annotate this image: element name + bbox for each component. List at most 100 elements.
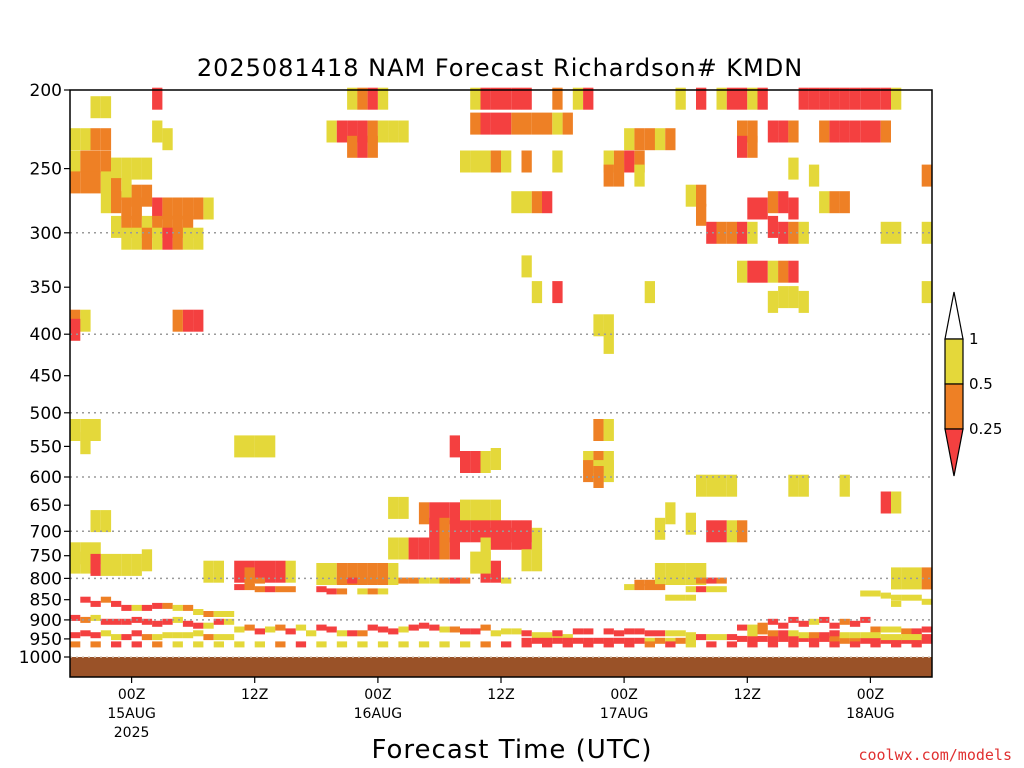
ri-cell	[80, 551, 91, 574]
ri-cell	[141, 634, 153, 641]
ri-cell	[377, 641, 389, 648]
ri-cell	[172, 641, 183, 648]
ri-cell	[172, 227, 183, 250]
ri-cell	[706, 577, 717, 584]
ri-cell	[111, 157, 122, 180]
ri-cell	[767, 290, 779, 313]
ri-cell	[377, 588, 389, 595]
ri-cell	[839, 474, 850, 497]
ri-cell	[747, 641, 758, 648]
ri-cell	[347, 577, 358, 584]
ri-cell	[654, 630, 666, 637]
ri-cell	[223, 634, 235, 641]
ri-cell	[70, 128, 81, 151]
ri-cell	[767, 260, 779, 283]
ri-cell	[121, 178, 132, 201]
ri-cell	[336, 588, 348, 595]
ri-cell	[849, 620, 861, 627]
x-tick-label: 17AUG	[600, 706, 649, 722]
ri-cell	[90, 171, 101, 194]
ri-cell	[634, 150, 645, 173]
ri-cell	[449, 502, 460, 525]
ri-cell	[80, 150, 91, 173]
ri-cell	[429, 537, 440, 560]
ri-cell	[418, 537, 430, 560]
ri-cell	[90, 600, 101, 607]
ri-cell	[747, 120, 758, 143]
ri-cell	[685, 512, 696, 535]
ri-cell	[490, 527, 501, 550]
ri-cell	[336, 641, 348, 648]
ri-cell	[603, 460, 614, 483]
ri-cell	[501, 112, 512, 135]
ri-cell	[542, 632, 553, 639]
ri-cell	[531, 112, 543, 135]
ri-cell	[408, 577, 419, 584]
ri-cell	[357, 563, 368, 585]
ri-cell	[921, 164, 932, 187]
x-tick-label: 00Z	[610, 687, 637, 703]
ri-cell	[501, 577, 512, 584]
ri-cell	[141, 157, 153, 180]
ri-cell	[665, 502, 676, 525]
ri-cell	[316, 586, 327, 593]
ri-cell	[542, 641, 553, 648]
ri-cell	[172, 632, 183, 639]
ri-cell	[398, 537, 409, 560]
ri-cell	[757, 87, 768, 110]
ri-cell	[880, 221, 891, 244]
ri-cell	[265, 435, 276, 458]
ri-cell	[172, 215, 183, 238]
ri-cell	[644, 281, 655, 304]
colorbar-label: 1	[969, 330, 979, 348]
ri-cell	[70, 171, 81, 194]
ri-cell	[572, 87, 584, 110]
ri-cell	[654, 584, 666, 591]
ri-cell	[542, 191, 553, 214]
ri-cell	[521, 637, 532, 644]
ri-cell	[100, 150, 112, 173]
ri-cell	[480, 537, 491, 560]
y-tick-label: 300	[30, 224, 62, 244]
ri-cell	[367, 624, 378, 631]
ri-cell	[839, 632, 850, 639]
ri-cell	[696, 577, 707, 584]
ri-cell	[778, 120, 789, 143]
ri-cell	[141, 549, 153, 572]
colorbar-legend: 1 0.5 0.25	[944, 291, 1002, 477]
ri-cell	[388, 496, 399, 519]
ri-cell	[634, 164, 645, 187]
ri-cell	[552, 281, 563, 304]
ri-cell	[490, 112, 501, 135]
site-credit: coolwx.com/models	[858, 746, 1012, 764]
ri-cell	[778, 260, 789, 283]
y-axis-ticks: 200 250 300 350 400 450 500 550 600 650 700 7508008…	[19, 81, 70, 668]
ri-cell	[254, 586, 265, 593]
ri-cell	[860, 87, 871, 110]
ri-cell	[593, 419, 604, 441]
ri-cell	[788, 641, 799, 648]
ri-cell	[901, 634, 912, 641]
ri-cell	[747, 635, 758, 642]
ri-cell	[603, 164, 614, 187]
ri-cell	[141, 618, 153, 625]
ri-cell	[716, 474, 727, 497]
ri-cell	[644, 630, 655, 637]
ri-cell	[80, 309, 91, 332]
ri-cell	[182, 620, 194, 627]
ri-cell	[90, 632, 101, 639]
ri-cell	[162, 632, 173, 639]
ri-cell	[367, 120, 378, 143]
ri-cell	[275, 560, 286, 583]
ri-cell	[726, 641, 738, 648]
ri-cell	[152, 620, 163, 627]
ri-cell	[767, 630, 779, 637]
ri-cell	[798, 290, 809, 313]
ri-cell	[131, 604, 142, 611]
ri-cell	[336, 120, 348, 143]
ri-cell	[716, 221, 727, 244]
ri-cell	[767, 120, 779, 143]
ri-cell	[70, 150, 81, 173]
ri-cell	[111, 215, 122, 238]
ri-cell	[572, 628, 584, 635]
